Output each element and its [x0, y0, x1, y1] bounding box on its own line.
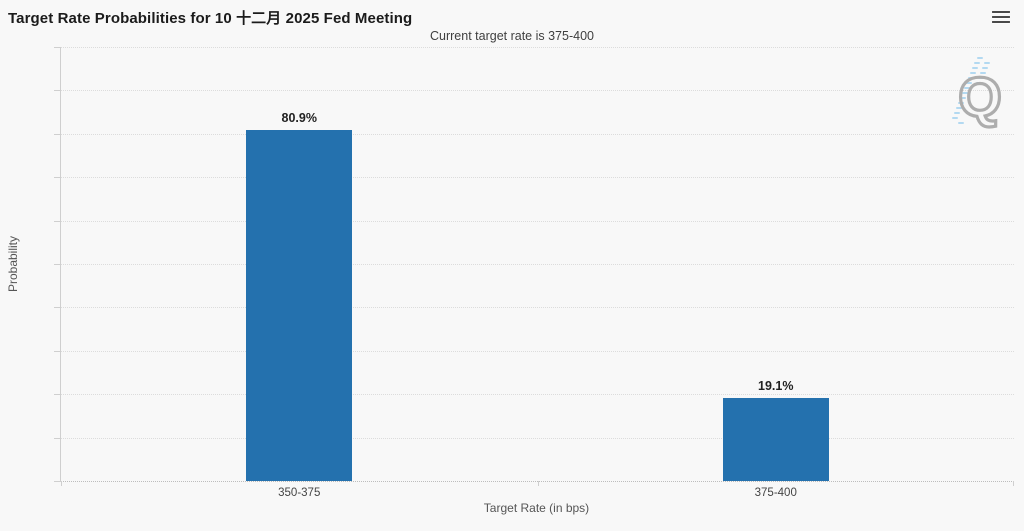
y-gridline — [61, 133, 1014, 135]
x-axis-tick — [1013, 481, 1014, 486]
y-axis-tick — [54, 90, 61, 92]
brand-watermark-q-logo: Q — [952, 57, 1003, 130]
y-gridline — [61, 220, 1014, 222]
chart-title: Target Rate Probabilities for 10 十二月 202… — [8, 10, 413, 27]
bar-375-400[interactable] — [722, 398, 829, 481]
y-gridline — [61, 47, 1014, 48]
y-gridline — [61, 307, 1014, 309]
bar-value-label: 19.1% — [758, 379, 794, 394]
y-axis-tick — [54, 47, 61, 48]
chart-context-menu-button[interactable] — [990, 8, 1012, 26]
hamburger-icon — [992, 20, 1010, 24]
chart-subtitle: Current target rate is 375-400 — [430, 29, 594, 43]
y-axis-tick — [54, 307, 61, 309]
y-axis-tick — [54, 220, 61, 222]
y-gridline — [61, 177, 1014, 179]
watermark-blue-dashes — [952, 57, 990, 124]
y-axis-tick — [54, 350, 61, 352]
y-gridline — [61, 437, 1014, 439]
x-axis-tick — [61, 481, 62, 486]
x-axis-category-label: 375-400 — [754, 487, 797, 499]
x-axis-category-label: 350-375 — [278, 487, 321, 499]
y-axis-tick — [54, 481, 61, 482]
x-axis-tick — [537, 481, 539, 486]
y-gridline — [61, 90, 1014, 92]
y-axis-tick — [54, 264, 61, 265]
watermark-letter: Q — [958, 65, 1002, 128]
y-gridline — [61, 350, 1014, 352]
y-axis-tick — [54, 394, 61, 396]
hamburger-icon — [992, 10, 1010, 14]
y-axis-tick — [54, 177, 61, 179]
hamburger-icon — [992, 15, 1010, 19]
y-gridline — [61, 394, 1014, 396]
plot-area: 80.9% 350-375 19.1% 375-400 — [54, 47, 1014, 499]
y-axis-tick — [54, 133, 61, 135]
bar-350-375[interactable] — [246, 129, 353, 481]
bar-value-label: 80.9% — [281, 110, 317, 125]
y-gridline — [61, 264, 1014, 265]
x-axis-title: Target Rate (in bps) — [483, 501, 590, 515]
y-axis-tick — [54, 437, 61, 439]
y-axis-title: Probability — [6, 235, 20, 293]
